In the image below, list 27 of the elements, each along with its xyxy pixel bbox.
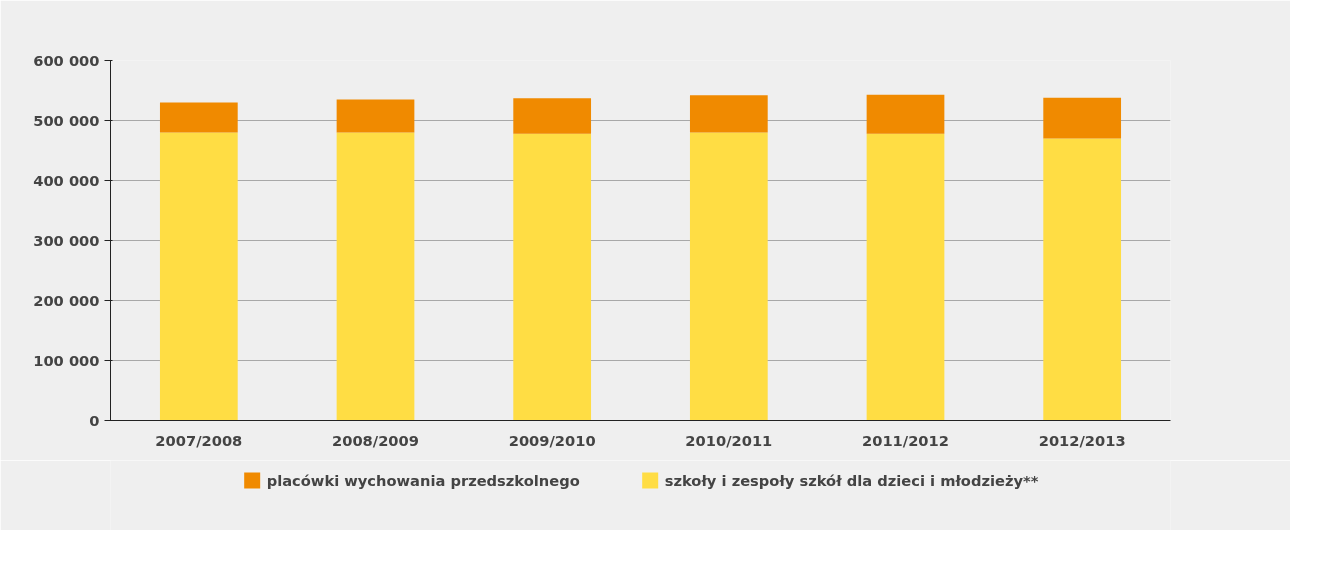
bar: [159, 102, 238, 133]
x-tick-label: 2011/2012: [862, 431, 949, 449]
bar: [689, 132, 768, 421]
bar: [336, 99, 415, 133]
bar: [1043, 138, 1122, 421]
y-tick-label: 600 000: [33, 52, 100, 69]
y-tick-label: 0: [89, 412, 100, 429]
x-tick-label: 2009/2010: [508, 431, 596, 449]
x-tick-label: 2010/2011: [685, 431, 773, 449]
bar: [689, 95, 768, 133]
x-tick-label: 2007/2008: [155, 431, 243, 449]
bar: [513, 133, 592, 421]
bar: [866, 94, 945, 134]
y-tick-label: 300 000: [33, 232, 100, 249]
y-tick-label: 100 000: [33, 352, 100, 369]
x-tick-label: 2012/2013: [1038, 431, 1126, 449]
y-tick-label: 200 000: [33, 292, 100, 309]
bar: [513, 98, 592, 134]
y-tick-label: 500 000: [33, 112, 100, 129]
bar: [336, 132, 415, 421]
bar: [159, 132, 238, 421]
legend-label: placówki wychowania przedszkolnego: [266, 471, 580, 489]
y-tick-label: 400 000: [33, 172, 100, 189]
legend-label: szkoły i zespoły szkół dla dzieci i młodzieży**: [664, 471, 1039, 489]
bar: [866, 133, 945, 421]
bar: [1043, 97, 1122, 139]
x-tick-label: 2008/2009: [332, 431, 419, 449]
